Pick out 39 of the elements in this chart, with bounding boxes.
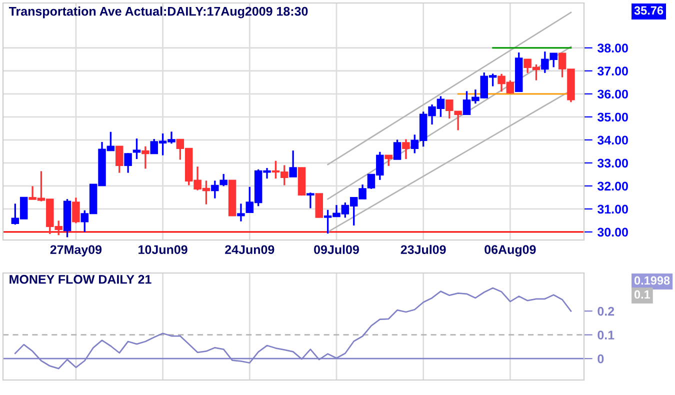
candlestick <box>289 150 297 178</box>
chart-title: Transportation Ave Actual:DAILY:17Aug2009 18:30 <box>8 6 308 18</box>
candlestick <box>211 180 219 200</box>
candlestick <box>306 192 314 210</box>
candlestick <box>237 202 245 222</box>
candlestick <box>402 138 410 160</box>
chart-title: MONEY FLOW DAILY 21 <box>10 274 152 284</box>
candlestick <box>393 138 402 160</box>
y-tick-label: 35.00 <box>597 112 628 122</box>
candlestick <box>132 138 141 160</box>
candlestick <box>384 154 392 167</box>
candlestick <box>454 110 462 132</box>
y-tick-label: 0.2 <box>598 306 614 316</box>
y-tick-label: 34.00 <box>597 136 628 145</box>
y-tick-label: 32.00 <box>597 182 628 191</box>
candlestick <box>142 146 150 170</box>
candlestick <box>124 152 132 174</box>
candlestick <box>116 146 124 174</box>
y-tick-label: 0.1 <box>598 330 614 340</box>
candlestick <box>220 173 228 187</box>
y-tick-label: 37.00 <box>597 66 628 76</box>
y-tick-label: 36.00 <box>597 90 628 99</box>
text: 0.1998 <box>634 276 670 285</box>
x-tick-label: 06Aug09 <box>484 245 536 257</box>
x-tick-label: 23Jul09 <box>400 244 446 254</box>
x-tick-label: 24Jun09 <box>225 245 274 254</box>
y-tick-label: 0 <box>598 354 604 364</box>
y-tick-label: 33.00 <box>597 158 628 168</box>
candlestick <box>315 193 323 219</box>
y-tick-label: 31.00 <box>597 204 628 214</box>
text: 0.1 <box>634 290 650 299</box>
candlestick <box>72 196 80 224</box>
y-tick-label: 30.00 <box>597 228 628 237</box>
candlestick <box>446 99 454 120</box>
text: 35.76 <box>634 6 664 15</box>
y-tick-label: 38.00 <box>597 44 628 53</box>
x-tick-label: 09Jul09 <box>314 244 359 254</box>
x-tick-label: 10Jun09 <box>138 245 188 254</box>
x-tick-label: 27May09 <box>50 245 102 257</box>
